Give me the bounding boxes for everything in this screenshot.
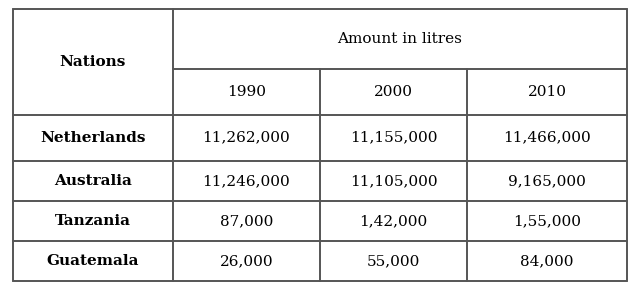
Text: Nations: Nations xyxy=(60,55,126,69)
Text: 84,000: 84,000 xyxy=(520,254,574,268)
Text: 11,105,000: 11,105,000 xyxy=(350,174,437,188)
Text: 2000: 2000 xyxy=(374,85,413,99)
Text: 11,262,000: 11,262,000 xyxy=(202,131,291,145)
Text: 11,155,000: 11,155,000 xyxy=(350,131,437,145)
Text: 9,165,000: 9,165,000 xyxy=(508,174,586,188)
Text: Australia: Australia xyxy=(54,174,132,188)
Text: 1,42,000: 1,42,000 xyxy=(360,214,428,228)
Text: 11,466,000: 11,466,000 xyxy=(503,131,591,145)
Text: 11,246,000: 11,246,000 xyxy=(202,174,291,188)
Text: 1,55,000: 1,55,000 xyxy=(513,214,581,228)
Text: 2010: 2010 xyxy=(528,85,566,99)
Text: 1990: 1990 xyxy=(227,85,266,99)
Text: Guatemala: Guatemala xyxy=(47,254,139,268)
Text: 26,000: 26,000 xyxy=(220,254,273,268)
Text: 87,000: 87,000 xyxy=(220,214,273,228)
Text: Amount in litres: Amount in litres xyxy=(337,32,463,46)
Text: 55,000: 55,000 xyxy=(367,254,420,268)
Text: Tanzania: Tanzania xyxy=(55,214,131,228)
Text: Netherlands: Netherlands xyxy=(40,131,145,145)
